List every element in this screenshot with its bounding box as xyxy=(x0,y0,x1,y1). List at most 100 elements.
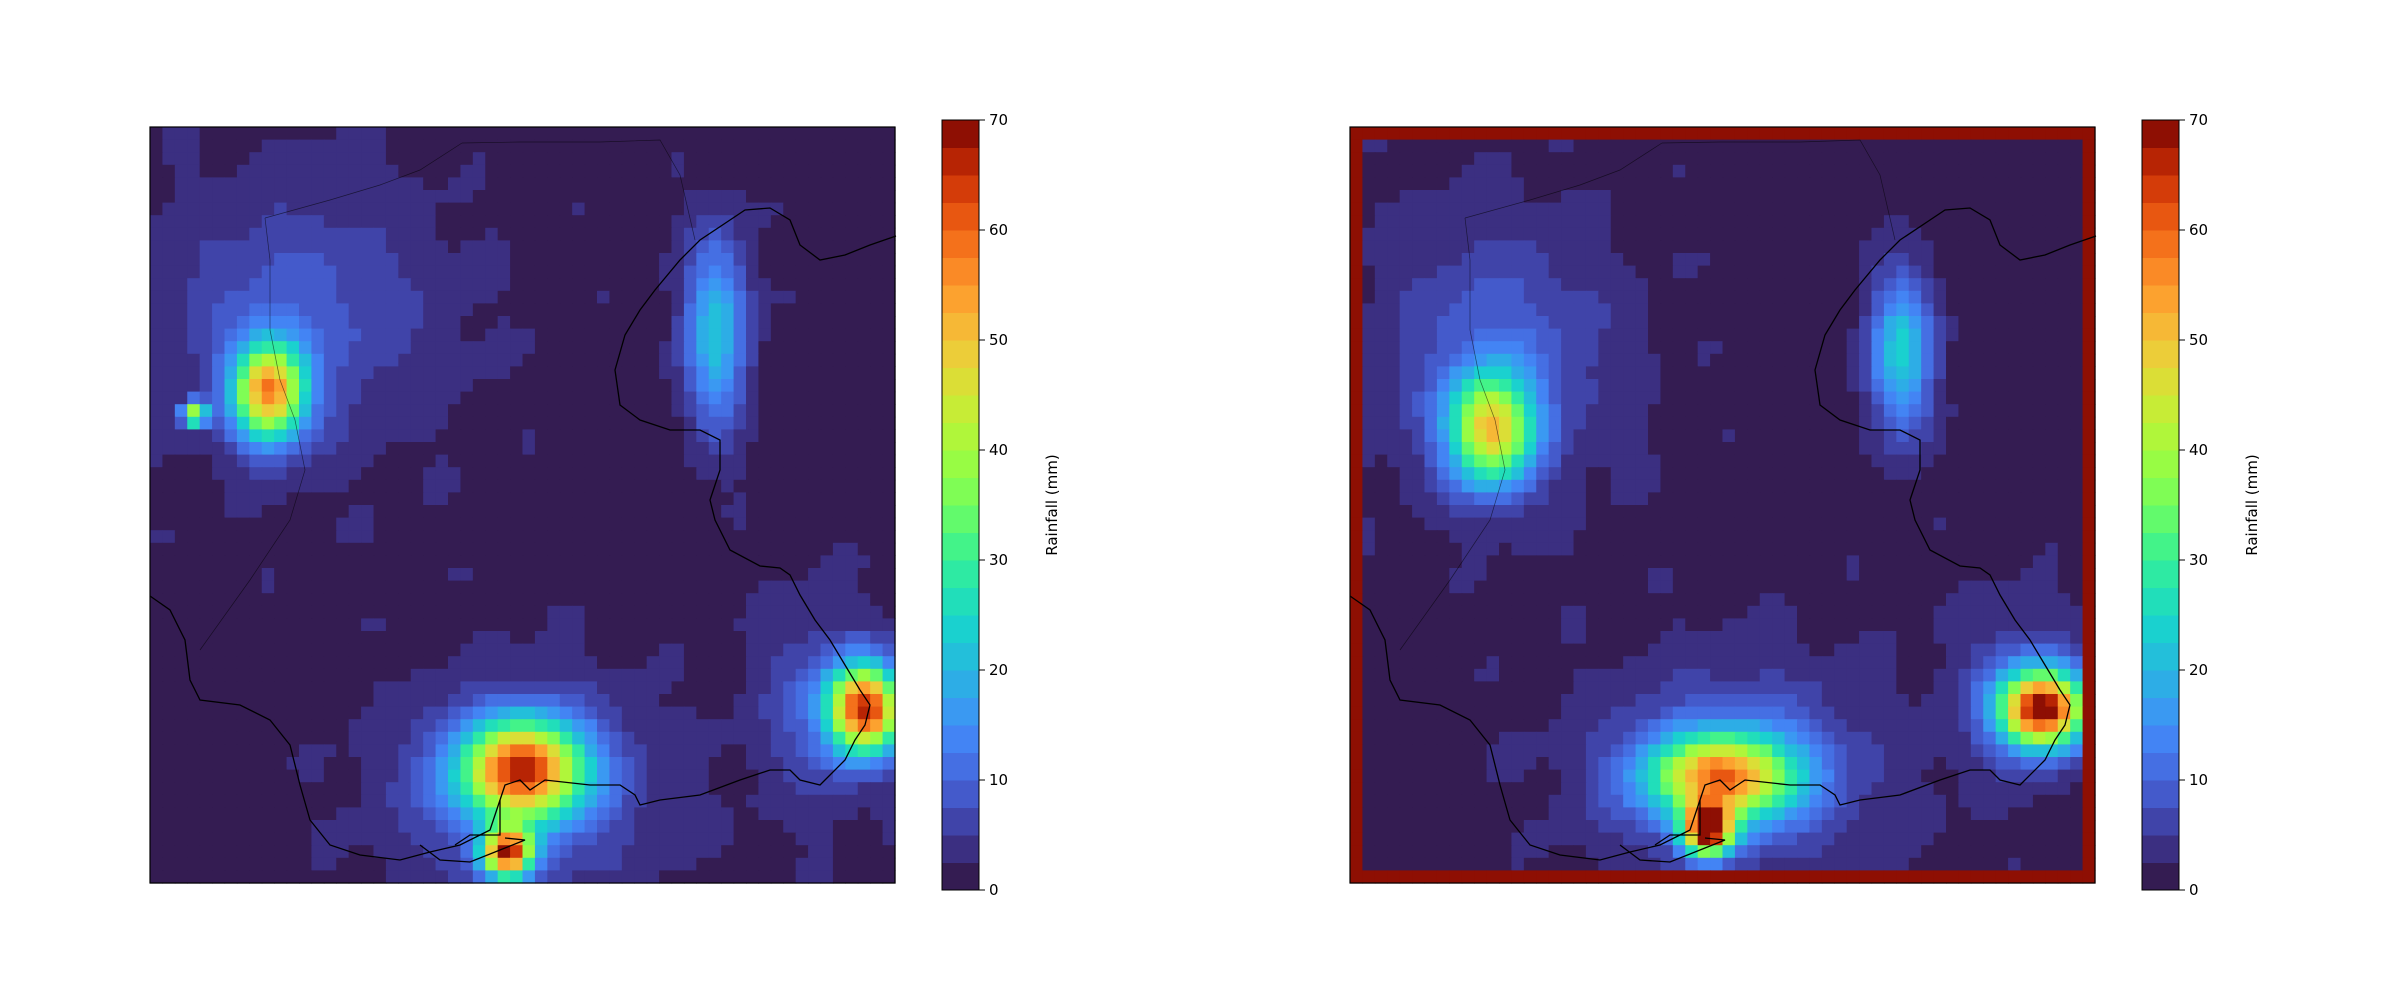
heatmap-cell xyxy=(435,202,449,216)
heatmap-cell xyxy=(1536,215,1550,229)
heatmap-cell xyxy=(497,555,511,569)
heatmap-cell xyxy=(808,870,822,884)
heatmap-cell xyxy=(795,618,809,632)
heatmap-cell xyxy=(547,870,561,884)
heatmap-cell xyxy=(808,618,822,632)
heatmap-cell xyxy=(522,139,536,153)
heatmap-cell xyxy=(150,404,164,418)
heatmap-cell xyxy=(460,605,474,619)
heatmap-cell xyxy=(733,870,747,884)
heatmap-cell xyxy=(385,479,399,493)
heatmap-cell xyxy=(1387,278,1401,292)
heatmap-cell xyxy=(882,442,896,456)
heatmap-cell xyxy=(485,303,499,317)
heatmap-cell xyxy=(1474,379,1488,393)
heatmap-cell xyxy=(1424,190,1438,204)
heatmap-cell xyxy=(162,316,176,330)
heatmap-cell xyxy=(174,794,188,808)
heatmap-cell xyxy=(783,618,797,632)
heatmap-cell xyxy=(1523,341,1537,355)
heatmap-cell xyxy=(1672,215,1686,229)
heatmap-cell xyxy=(249,605,263,619)
heatmap-cell xyxy=(1908,190,1922,204)
heatmap-cell xyxy=(1660,316,1674,330)
heatmap-cell xyxy=(212,731,226,745)
heatmap-cell xyxy=(361,668,375,682)
heatmap-cell xyxy=(460,265,474,279)
heatmap-cell xyxy=(361,757,375,771)
heatmap-cell xyxy=(522,341,536,355)
heatmap-cell xyxy=(497,429,511,443)
heatmap-cell xyxy=(708,190,722,204)
heatmap-cell xyxy=(1821,240,1835,254)
heatmap-cell xyxy=(361,782,375,796)
heatmap-cell xyxy=(882,139,896,153)
heatmap-cell xyxy=(783,505,797,519)
heatmap-cell xyxy=(162,769,176,783)
heatmap-cell xyxy=(634,227,648,241)
heatmap-cell xyxy=(1797,316,1811,330)
heatmap-cell xyxy=(534,290,548,304)
heatmap-cell xyxy=(597,227,611,241)
heatmap-cell xyxy=(485,152,499,166)
heatmap-cell xyxy=(323,215,337,229)
heatmap-cell xyxy=(783,366,797,380)
heatmap-cell xyxy=(646,568,660,582)
heatmap-cell xyxy=(1449,290,1463,304)
heatmap-cell xyxy=(286,391,300,405)
heatmap-cell xyxy=(348,719,362,733)
heatmap-cell xyxy=(1424,152,1438,166)
heatmap-cell xyxy=(510,593,524,607)
heatmap-cell xyxy=(435,820,449,834)
heatmap-cell xyxy=(758,442,772,456)
heatmap-cell xyxy=(882,731,896,745)
heatmap-cell xyxy=(820,694,834,708)
heatmap-cell xyxy=(249,442,263,456)
heatmap-cell xyxy=(1859,215,1873,229)
heatmap-cell xyxy=(1859,366,1873,380)
heatmap-cell xyxy=(808,442,822,456)
heatmap-cell xyxy=(472,164,486,178)
heatmap-cell xyxy=(808,479,822,493)
heatmap-cell xyxy=(311,341,325,355)
heatmap-cell xyxy=(162,152,176,166)
heatmap-cell xyxy=(485,631,499,645)
heatmap-cell xyxy=(646,832,660,846)
heatmap-cell xyxy=(199,177,213,191)
heatmap-cell xyxy=(150,442,164,456)
heatmap-cell xyxy=(1759,379,1773,393)
heatmap-cell xyxy=(2082,265,2096,279)
heatmap-cell xyxy=(770,618,784,632)
heatmap-cell xyxy=(385,731,399,745)
heatmap-cell xyxy=(199,240,213,254)
heatmap-cell xyxy=(1797,391,1811,405)
heatmap-cell xyxy=(1896,164,1910,178)
heatmap-cell xyxy=(2020,127,2034,141)
heatmap-cell xyxy=(1809,164,1823,178)
heatmap-cell xyxy=(522,769,536,783)
heatmap-cell xyxy=(348,139,362,153)
heatmap-cell xyxy=(286,202,300,216)
heatmap-cell xyxy=(708,807,722,821)
heatmap-cell xyxy=(249,593,263,607)
heatmap-cell xyxy=(1350,164,1364,178)
heatmap-cell xyxy=(510,870,524,884)
heatmap-cell xyxy=(795,668,809,682)
heatmap-cell xyxy=(646,643,660,657)
heatmap-cell xyxy=(609,379,623,393)
heatmap-cell xyxy=(385,253,399,267)
heatmap-cell xyxy=(870,568,884,582)
heatmap-cell xyxy=(236,177,250,191)
heatmap-cell xyxy=(696,127,710,141)
heatmap-cell xyxy=(162,832,176,846)
heatmap-cell xyxy=(572,316,586,330)
heatmap-cell xyxy=(1772,391,1786,405)
heatmap-cell xyxy=(261,706,275,720)
heatmap-cell xyxy=(659,517,673,531)
heatmap-cell xyxy=(336,706,350,720)
heatmap-cell xyxy=(485,668,499,682)
heatmap-cell xyxy=(634,215,648,229)
heatmap-cell xyxy=(1486,303,1500,317)
heatmap-cell xyxy=(1772,127,1786,141)
heatmap-cell xyxy=(522,316,536,330)
